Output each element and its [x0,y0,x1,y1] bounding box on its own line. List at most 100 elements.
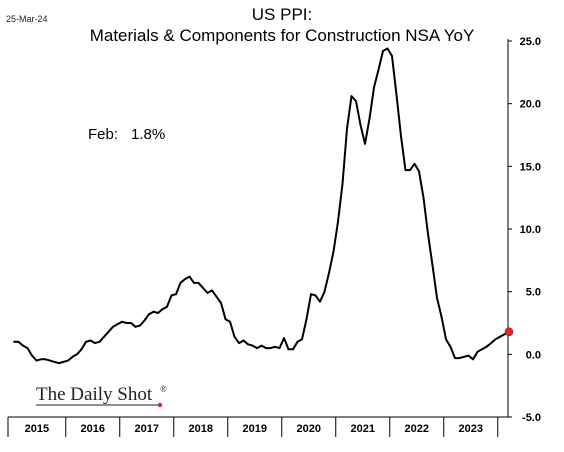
data-point [364,142,366,145]
data-point [305,318,308,321]
data-point [238,342,240,344]
data-point [197,282,200,284]
data-point [67,359,69,362]
data-point [454,357,456,359]
data-point [301,338,303,341]
data-point [157,312,159,314]
data-point [143,319,146,322]
x-tick-label: 2019 [243,423,267,435]
logo-watermark: The Daily Shot ® [36,384,167,408]
data-point [373,86,375,89]
data-point [175,293,177,296]
data-point [391,55,393,57]
series-layer [13,47,514,365]
data-point [193,282,195,284]
data-point [40,358,42,361]
data-point [58,362,60,364]
series-line [14,47,510,365]
data-point [229,320,231,323]
data-point [44,358,47,361]
data-point [422,196,425,199]
data-point [256,347,258,349]
data-point [359,124,362,126]
last-point-marker [504,327,514,337]
data-point [251,344,254,347]
data-point [494,338,497,341]
data-point [445,338,447,341]
data-point [440,315,443,318]
logo-text: The Daily Shot [36,384,153,405]
data-point [382,50,384,52]
y-tick-label: -5.0 [522,412,541,424]
data-point [166,305,168,308]
data-point [319,300,321,303]
data-point [404,169,407,172]
data-point [22,344,24,347]
data-point [350,95,353,97]
data-point [98,340,101,343]
y-tick-label: 20.0 [520,99,541,111]
data-point [346,127,348,130]
data-point [17,340,20,343]
data-point [314,294,317,297]
data-point [323,290,326,293]
x-tick-label: 2021 [351,423,375,435]
data-point [287,348,290,351]
data-point [413,162,416,165]
data-point [503,333,506,336]
data-point [292,348,294,351]
chart-date: 25-Mar-24 [6,14,48,24]
data-point [76,353,78,356]
data-point [206,292,209,294]
data-point [337,220,339,223]
data-point [71,355,74,358]
data-point [296,340,299,343]
y-tick-label: 0.0 [526,349,541,361]
data-point [269,347,272,349]
data-point [13,340,15,343]
data-point [179,282,182,284]
data-point [31,354,33,357]
chart-title-line1: US PPI: [252,5,312,24]
data-point [278,347,281,349]
data-point [368,117,371,120]
data-point [377,68,380,71]
x-tick-label: 2022 [405,423,429,435]
x-tick-label: 2020 [297,423,321,435]
data-point [485,345,488,348]
data-point [188,275,191,278]
data-point [224,318,227,321]
data-point [233,335,236,338]
data-point [274,345,276,348]
chart-title-line2: Materials & Components for Construction … [90,26,475,45]
data-point [265,347,267,349]
data-point [472,358,474,361]
annotation-label: Feb: [88,126,118,143]
data-point [161,308,164,311]
data-point [467,354,470,357]
y-tick-label: 10.0 [520,224,541,236]
data-point [215,295,218,298]
x-tick-label: 2017 [135,423,159,435]
x-tick-label: 2018 [189,423,213,435]
data-point [134,325,137,328]
data-point [431,264,434,267]
y-axis: 25.0 20.0 15.0 10.0 5.0 0.0 -5.0 [507,36,541,424]
data-point [310,293,312,296]
data-point [409,169,411,172]
logo-dot [157,402,163,408]
data-point [355,100,357,103]
x-tick-label: 2015 [25,423,49,435]
data-point [202,287,204,289]
data-point [211,289,213,292]
data-point [458,357,461,359]
data-point [80,348,83,351]
data-point [125,322,128,324]
data-point [26,347,29,349]
data-point [107,330,110,333]
y-tick-label: 15.0 [520,161,541,173]
data-point [332,250,335,253]
data-point [170,294,173,297]
data-point [499,335,501,338]
